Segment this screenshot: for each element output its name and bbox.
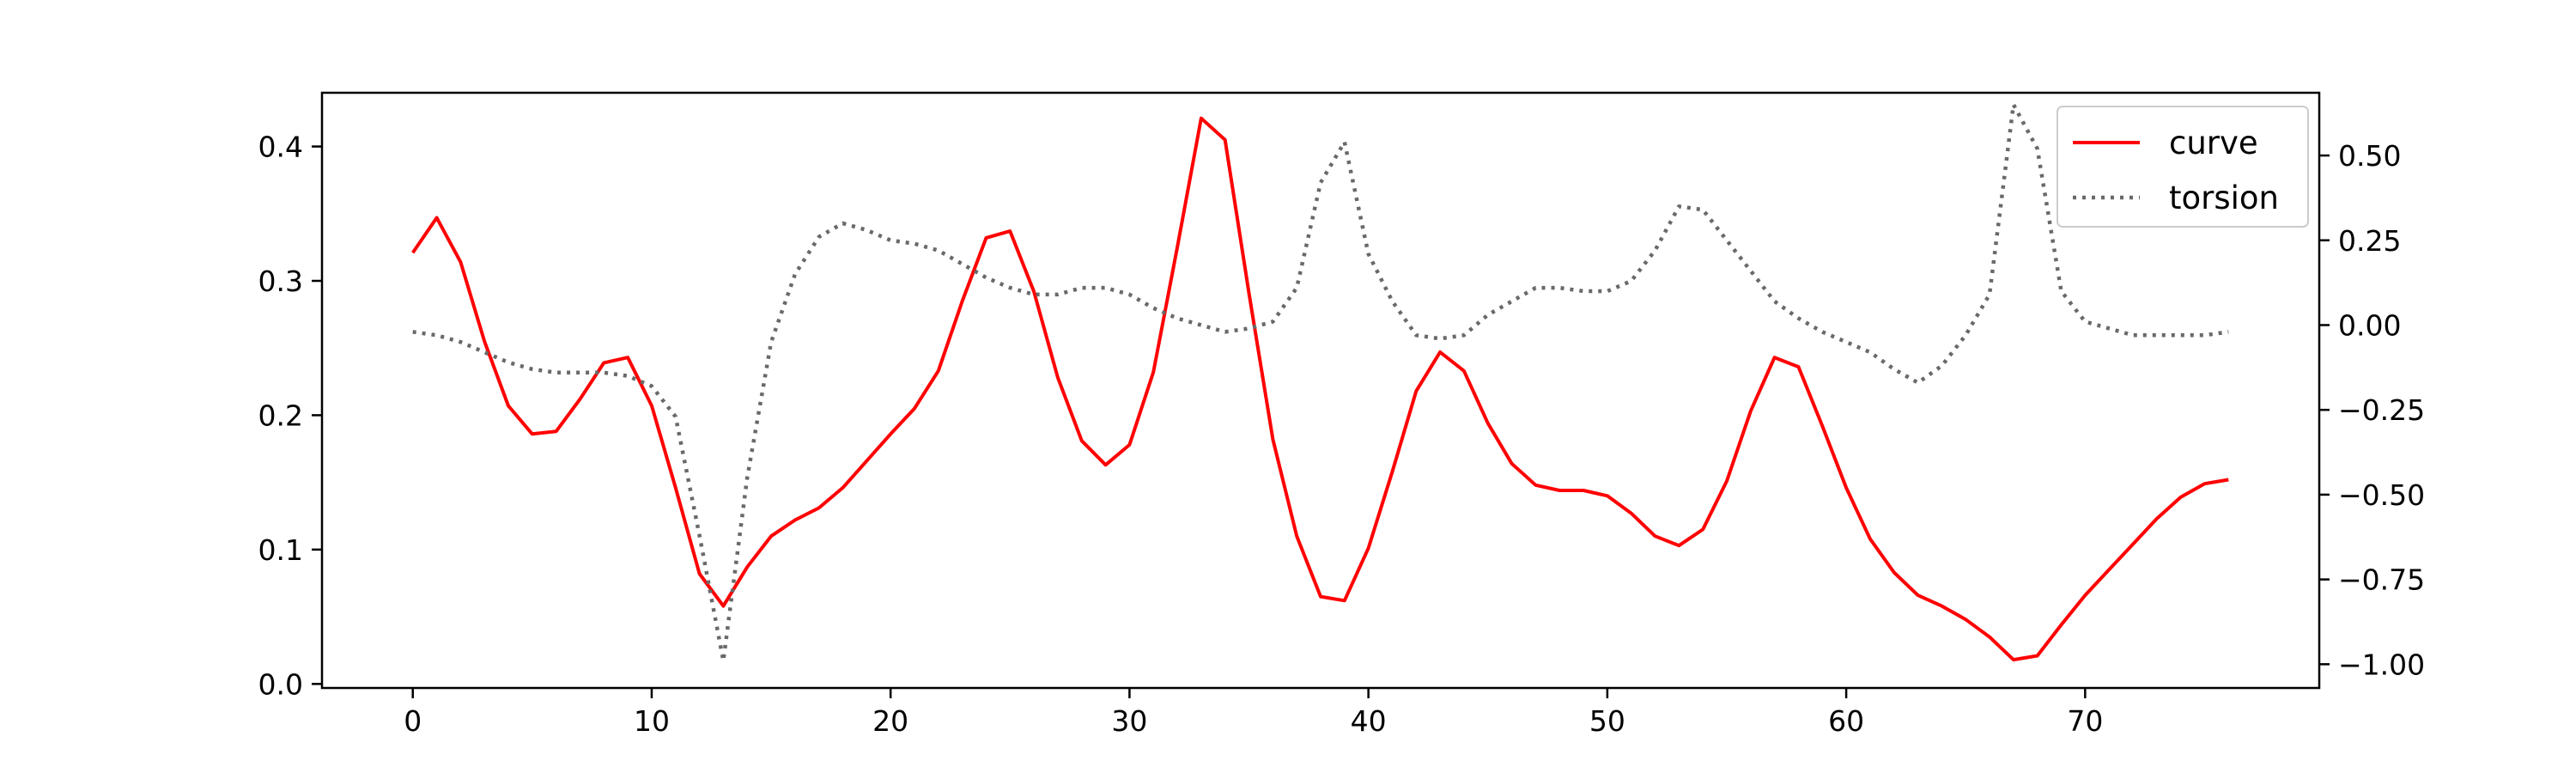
x-tick-label: 30 [1111,704,1147,738]
plot-frame [320,91,2321,690]
y-right-tick-label: −0.50 [2338,478,2425,512]
plot-area [320,91,2321,690]
x-tick-label: 10 [634,704,670,738]
y-left-tick-label: 0.2 [258,399,303,432]
legend: curve torsion [2057,106,2309,228]
y-right-tick-label: 0.25 [2338,224,2401,258]
x-tick-label: 40 [1351,704,1387,738]
y-left-tick-label: 0.0 [258,667,303,701]
y-axis-left: 0.0 0.1 0.2 0.3 0.4 [258,131,322,701]
series-line-curve [411,116,2229,662]
x-axis: 0 10 20 30 40 50 60 70 [404,688,2103,738]
legend-label-torsion: torsion [2169,180,2279,216]
y-right-tick-label: −0.25 [2338,393,2425,427]
legend-label-curve: curve [2169,125,2258,161]
series-line-torsion [412,102,2229,663]
y-left-tick-label: 0.3 [258,265,303,298]
x-tick-label: 70 [2067,704,2103,738]
x-tick-label: 20 [872,704,908,738]
y-right-tick-label: 0.00 [2338,308,2401,342]
x-tick-label: 0 [404,704,422,738]
series-layer [411,102,2229,663]
x-tick-label: 60 [1828,704,1864,738]
y-left-tick-label: 0.4 [258,131,303,164]
x-tick-label: 50 [1589,704,1625,738]
y-axis-right: −1.00 −0.75 −0.50 −0.25 0.00 0.25 0.50 [2319,139,2425,681]
y-left-tick-label: 0.1 [258,533,303,567]
y-right-tick-label: −0.75 [2338,563,2425,597]
y-right-tick-label: 0.50 [2338,139,2401,173]
y-right-tick-label: −1.00 [2338,648,2425,681]
